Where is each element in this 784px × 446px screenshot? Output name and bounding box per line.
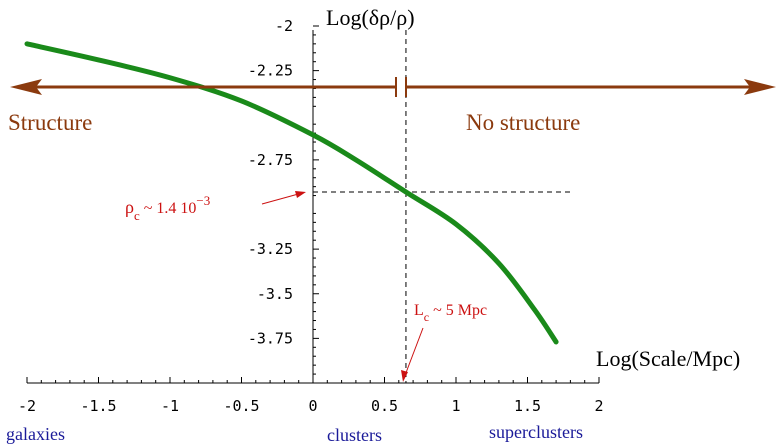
rho-pointer-line [261, 192, 303, 205]
y-tick-label: -3.25 [248, 240, 293, 258]
x-tick-label: -1 [161, 397, 179, 415]
length-pointer-line [403, 327, 424, 379]
scale-label-clusters: clusters [327, 425, 382, 445]
rho-critical-label: ρc ~ 1.4 10−3 [125, 193, 210, 223]
length-pointer-head [401, 370, 408, 382]
y-tick-label: -3.5 [257, 285, 293, 303]
x-tick-label: -2 [18, 397, 36, 415]
y-tick-label: -2.25 [248, 62, 293, 80]
rho-symbol: ρ [125, 197, 134, 217]
length-subscript: c [424, 310, 429, 324]
x-tick-label: -0.5 [223, 397, 259, 415]
rho-value: ~ 1.4 10 [140, 200, 197, 217]
rho-pointer-head [295, 191, 306, 198]
y-tick-label: -2 [275, 17, 293, 35]
x-tick-label: 1.5 [514, 397, 541, 415]
x-tick-label: 0.5 [371, 397, 398, 415]
curve-layer [24, 41, 559, 345]
scale-label-superclusters: superclusters [489, 422, 583, 442]
x-axis-label: Log(Scale/Mpc) [596, 346, 740, 371]
length-value: ~ 5 Mpc [429, 302, 487, 319]
x-tick-label: 0 [308, 397, 317, 415]
density-curve [24, 41, 559, 345]
y-axis-label: Log(δρ/ρ) [326, 5, 415, 30]
structure-label: Structure [8, 110, 92, 135]
scale-label-galaxies: galaxies [6, 424, 65, 444]
rho-subscript: c [134, 208, 140, 223]
length-symbol: L [414, 302, 424, 319]
x-tick-label: -1.5 [80, 397, 116, 415]
no-structure-arrow-head [744, 79, 776, 95]
x-tick-label: 1 [451, 397, 460, 415]
critical-guides [313, 30, 570, 383]
y-tick-label: -3.75 [248, 329, 293, 347]
structure-arrow-head [10, 79, 42, 95]
rho-exponent: −3 [196, 193, 210, 208]
x-tick-label: 2 [594, 397, 603, 415]
ticks: -2 -1.5 -1 -0.5 0 0.5 1 1.5 2 -2 -2.25 -2.75 -3.25 -3… [18, 17, 604, 415]
length-critical-label: Lc ~ 5 Mpc [414, 302, 487, 324]
axes [27, 30, 599, 384]
structure-arrows [10, 77, 776, 382]
y-tick-label: -2.75 [248, 151, 293, 169]
no-structure-label: No structure [466, 110, 580, 135]
